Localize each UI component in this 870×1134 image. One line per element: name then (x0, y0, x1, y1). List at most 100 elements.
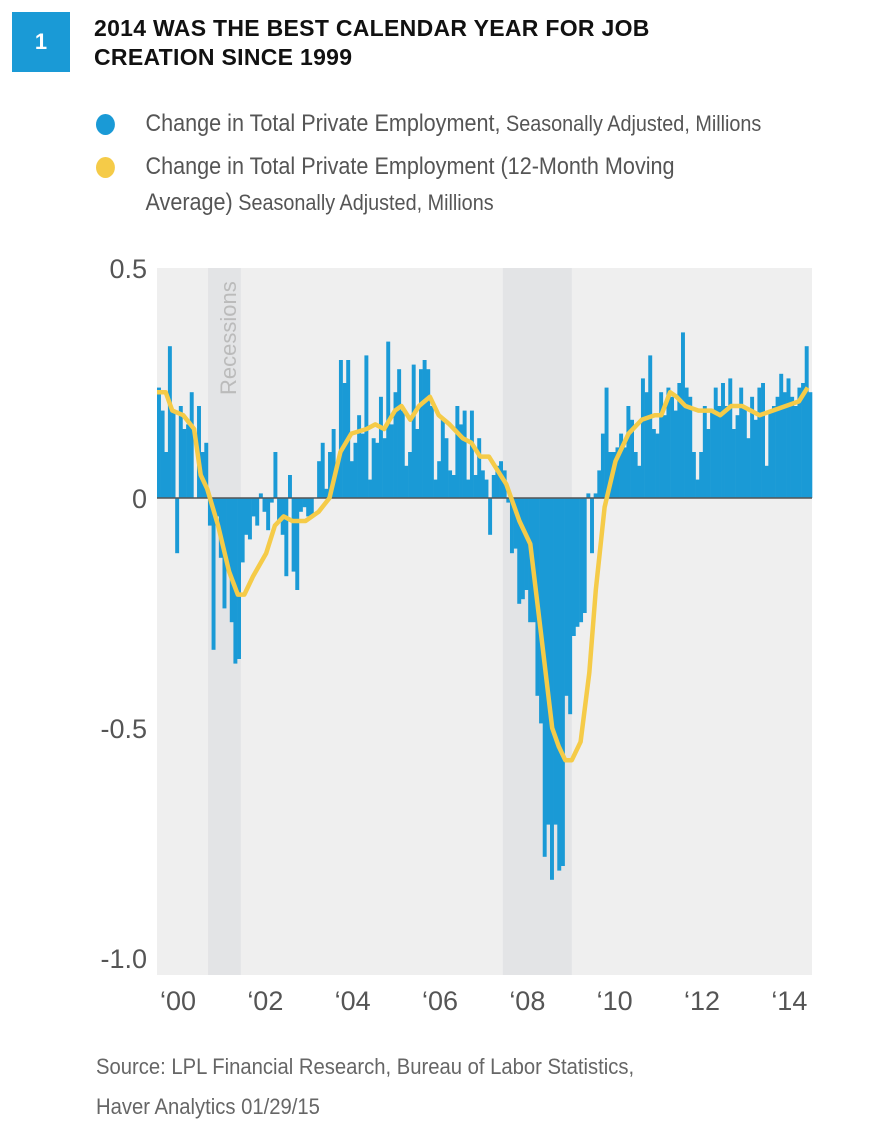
bar (291, 498, 296, 572)
bar (215, 498, 220, 517)
source-line-2: Haver Analytics 01/29/15 (96, 1094, 320, 1119)
legend-label-2: Average) (145, 189, 233, 216)
bar (808, 392, 813, 498)
plot-background (157, 268, 812, 975)
bar (211, 498, 216, 650)
bar (157, 387, 161, 498)
bar (349, 461, 354, 498)
bar (637, 465, 642, 498)
bar (255, 498, 260, 526)
bar (295, 498, 300, 590)
bar (575, 498, 580, 627)
bar (662, 415, 667, 498)
bar (207, 498, 212, 526)
bar (389, 424, 394, 498)
bar (277, 498, 282, 521)
bar (488, 498, 493, 535)
bar (171, 410, 176, 498)
bar (378, 396, 383, 498)
bar (240, 498, 245, 563)
bar (793, 406, 798, 498)
bar (237, 498, 241, 659)
bar (455, 406, 460, 498)
bar (721, 383, 725, 498)
bar (666, 387, 671, 498)
bar (509, 498, 514, 554)
bar (702, 406, 707, 498)
bar (266, 498, 271, 531)
bar (495, 465, 500, 498)
bar (710, 410, 715, 498)
bar (477, 438, 482, 498)
bar (459, 424, 463, 498)
bar (164, 452, 169, 498)
bar (731, 429, 736, 498)
bar (404, 465, 409, 498)
bar (615, 447, 620, 498)
bar (244, 498, 249, 535)
bar (695, 479, 700, 498)
bar (520, 498, 525, 600)
bar (550, 498, 554, 880)
bar (571, 498, 576, 636)
figure-number-badge: 1 (12, 12, 70, 72)
bar (247, 498, 252, 540)
bar (415, 429, 420, 498)
bar (724, 406, 729, 498)
bar (600, 433, 605, 498)
bar (655, 433, 660, 498)
bar (684, 387, 689, 498)
bar (739, 387, 744, 498)
bar (167, 346, 172, 498)
bar (746, 438, 751, 498)
bar (353, 442, 358, 498)
source-line-1: Source: LPL Financial Research, Bureau o… (96, 1054, 635, 1079)
bar (801, 383, 806, 498)
y-tick-label: -1.0 (100, 944, 147, 974)
bar (659, 392, 664, 498)
title-line-1: 2014 WAS THE BEST CALENDAR YEAR FOR JOB (94, 15, 650, 41)
bar (357, 415, 362, 498)
bar (269, 498, 274, 503)
bar (375, 442, 380, 498)
bar (539, 498, 544, 724)
bar (408, 452, 413, 498)
bar (189, 392, 194, 498)
bar (644, 392, 649, 498)
bar (651, 429, 656, 498)
bar (517, 498, 522, 604)
bar (630, 419, 634, 498)
bar (466, 479, 471, 498)
bar (564, 498, 569, 696)
legend-dot-yellow-icon (96, 157, 115, 178)
bar (448, 470, 453, 498)
bar (764, 465, 769, 498)
chart: Recessions 0.5 0 -0.5 -1.0 ‘00 ‘02 ‘04 ‘06 ‘08 ‘… (100, 254, 813, 1016)
bar (298, 498, 303, 512)
bar (673, 410, 678, 498)
x-tick-label: ‘10 (597, 986, 633, 1016)
chart-title: 2014 WAS THE BEST CALENDAR YEAR FOR JOB … (94, 14, 794, 72)
recession-label: Recessions (216, 281, 241, 395)
legend-sublabel: Seasonally Adjusted, Millions (232, 190, 494, 215)
bar (204, 442, 209, 498)
bar (560, 498, 565, 866)
bar (750, 396, 755, 498)
bar (779, 373, 784, 498)
bar (422, 360, 427, 498)
bar (506, 498, 511, 503)
bar (302, 498, 307, 508)
bar (775, 396, 780, 498)
bar (400, 410, 405, 498)
bar (480, 470, 485, 498)
bar (797, 387, 802, 498)
bar (288, 475, 292, 498)
bar (699, 452, 704, 498)
bar (553, 498, 558, 825)
bar (382, 438, 387, 498)
bar (338, 360, 343, 498)
bar (346, 360, 351, 498)
bar (440, 419, 445, 498)
bar (582, 498, 587, 613)
bar (786, 378, 791, 498)
